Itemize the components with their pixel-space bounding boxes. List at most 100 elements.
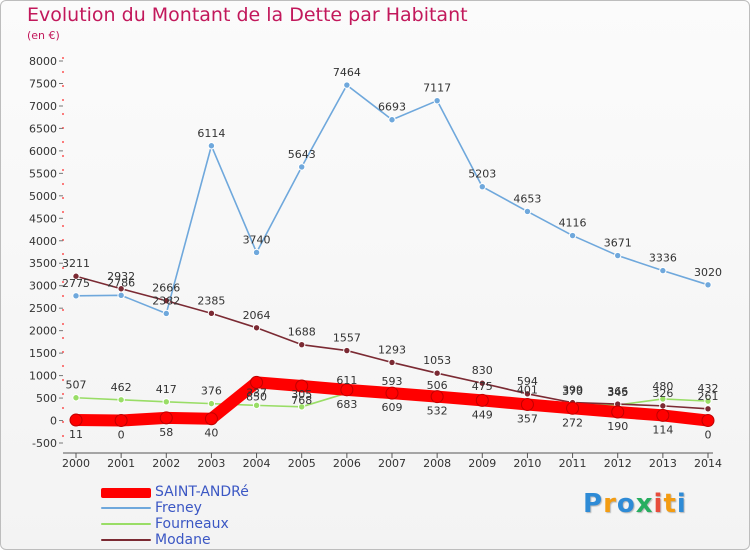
y-tick-label: 4500 — [29, 212, 57, 225]
data-label: 305 — [291, 388, 312, 401]
data-point — [388, 116, 396, 124]
data-label: 6114 — [197, 127, 225, 140]
y-tick-label: 2500 — [29, 302, 57, 315]
data-label: 1557 — [333, 332, 361, 345]
logo-letter: o — [616, 489, 636, 519]
x-tick-label: 2009 — [468, 457, 496, 470]
data-point — [340, 383, 354, 397]
data-point — [704, 281, 712, 289]
data-point — [72, 394, 80, 402]
data-label: 683 — [336, 398, 357, 411]
data-label: 2064 — [243, 309, 271, 322]
data-point — [475, 393, 489, 407]
data-label: 611 — [336, 374, 357, 387]
data-label: 850 — [246, 390, 267, 403]
x-tick-label: 2004 — [243, 457, 271, 470]
data-point — [343, 346, 351, 355]
data-point — [162, 309, 170, 318]
data-label: 768 — [291, 394, 312, 407]
proxiti-logo: Proxiti — [583, 489, 687, 519]
x-tick-label: 2008 — [423, 457, 451, 470]
data-label: 475 — [472, 380, 493, 393]
data-label: 5643 — [288, 148, 316, 161]
data-label: 2385 — [197, 294, 225, 307]
logo-letter: P — [583, 489, 604, 519]
x-tick-label: 2011 — [559, 457, 587, 470]
y-tick-label: 1000 — [29, 370, 57, 383]
data-label: 609 — [382, 401, 403, 414]
data-label: 507 — [66, 379, 87, 392]
data-label: 532 — [427, 405, 448, 418]
data-point — [207, 142, 216, 150]
data-label: 3740 — [243, 233, 271, 246]
logo-letter: i — [653, 489, 664, 519]
x-tick-label: 2005 — [288, 457, 316, 470]
legend-label: Fourneaux — [155, 516, 229, 532]
data-label: 4116 — [559, 217, 587, 230]
data-label: 0 — [705, 429, 712, 442]
data-label: 1293 — [378, 343, 406, 356]
x-tick-label: 2007 — [378, 457, 406, 470]
data-point — [433, 369, 441, 377]
data-label: 4653 — [513, 192, 541, 205]
data-point — [520, 397, 534, 411]
logo-letter: r — [603, 489, 617, 519]
data-label: 272 — [562, 416, 583, 429]
x-tick-label: 2000 — [62, 457, 90, 470]
y-tick-label: 6500 — [29, 122, 57, 135]
data-point — [704, 405, 712, 413]
data-point — [162, 398, 170, 406]
y-tick-label: 0 — [50, 415, 57, 428]
y-tick-label: 3500 — [29, 257, 57, 270]
data-label: 462 — [111, 381, 132, 394]
data-label: 261 — [698, 390, 719, 403]
logo-letter: t — [663, 489, 677, 519]
y-tick-label: 3000 — [29, 280, 57, 293]
data-point — [117, 396, 125, 404]
x-tick-label: 2003 — [197, 457, 225, 470]
data-label: 506 — [427, 379, 448, 392]
x-tick-label: 2001 — [107, 457, 135, 470]
data-label: 7464 — [333, 66, 361, 79]
data-label: 326 — [652, 387, 673, 400]
legend-swatch — [101, 539, 151, 541]
data-label: 58 — [159, 426, 173, 439]
data-label: 401 — [517, 384, 538, 397]
logo-letter: x — [635, 489, 654, 519]
data-point — [117, 291, 125, 300]
y-tick-label: 5500 — [29, 167, 57, 180]
data-label: 357 — [517, 412, 538, 425]
data-label: 2775 — [62, 277, 90, 290]
data-label: 5203 — [468, 168, 496, 181]
data-label: 370 — [562, 385, 583, 398]
data-point — [611, 405, 625, 419]
data-point — [117, 285, 125, 293]
data-point — [114, 414, 128, 428]
y-tick-label: 5000 — [29, 190, 57, 203]
data-point — [523, 207, 532, 216]
data-point — [659, 266, 667, 275]
data-label: 830 — [472, 364, 493, 377]
data-label: 3020 — [694, 266, 722, 279]
legend-swatch — [101, 523, 151, 525]
legend-label: Freney — [155, 500, 202, 516]
data-label: 2786 — [107, 276, 135, 289]
data-label: 3336 — [649, 252, 677, 265]
data-point — [659, 402, 667, 410]
data-label: 6693 — [378, 101, 406, 114]
y-tick-label: 2000 — [29, 325, 57, 338]
data-point — [298, 403, 306, 411]
data-point — [385, 386, 399, 400]
y-tick-label: 4000 — [29, 235, 57, 248]
data-point — [659, 395, 667, 403]
chart-subtitle: (en €) — [27, 29, 60, 42]
data-label: 345 — [607, 386, 628, 399]
data-point — [250, 375, 264, 389]
data-point — [72, 292, 80, 300]
data-label: 2932 — [107, 270, 135, 283]
data-label: 0 — [118, 429, 125, 442]
data-point — [430, 390, 444, 404]
data-label: 366 — [607, 385, 628, 398]
data-label: 376 — [201, 385, 222, 398]
